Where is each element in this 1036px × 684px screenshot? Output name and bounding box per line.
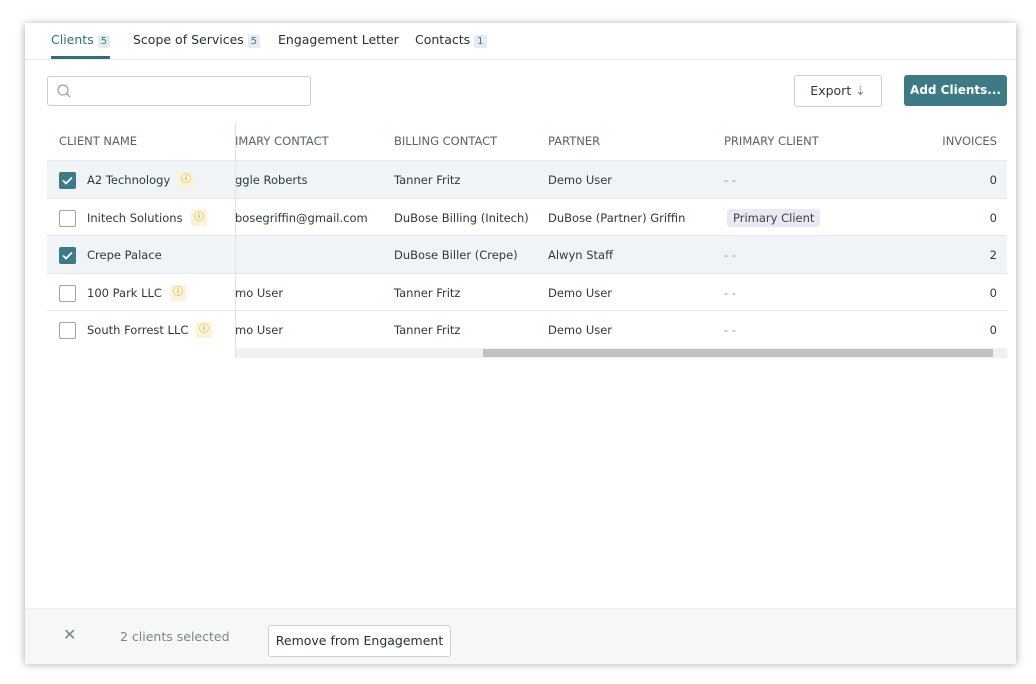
table-cell: - - [724, 248, 736, 262]
tab[interactable]: Contacts 1 [415, 23, 487, 59]
tab-label: Engagement Letter [278, 32, 399, 47]
table-cell: 0 [989, 210, 997, 225]
tab-label: Clients [51, 32, 94, 47]
client-name: South Forrest LLC [87, 323, 189, 337]
selected-count: 2 clients selected [120, 629, 230, 644]
checkbox[interactable] [59, 247, 76, 264]
column-header: CLIENT NAME [59, 134, 138, 148]
search-box[interactable] [47, 76, 311, 106]
table-cell: - - [724, 285, 736, 300]
warning-icon[interactable]: ⓘ [178, 172, 194, 188]
table-cell: mo User [235, 323, 284, 337]
table-row[interactable]: Crepe Palace DuBose Biller (Crepe) Alwyn S… [47, 235, 1007, 274]
client-name: 100 Park LLC [87, 285, 162, 300]
tab-count: 1 [474, 35, 487, 48]
column-header: PRIMARY CLIENT [724, 134, 819, 148]
tab-count: 5 [247, 35, 261, 48]
export-button[interactable]: Export ⇣ [794, 75, 882, 107]
tab[interactable]: Clients 5 [51, 23, 111, 59]
remove-button[interactable]: Remove from Engagement [268, 625, 451, 657]
table-cell: Demo User [548, 285, 613, 300]
check-mark [62, 176, 73, 185]
column-header: IMARY CONTACT [235, 134, 329, 148]
footer: ✕ 2 clients selected Remove from Engagem… [25, 608, 1016, 664]
table-cell: Tanner Fritz [394, 173, 461, 187]
primary-client-badge: Primary Client [727, 208, 821, 227]
add-clients-button[interactable]: Add Clients... [904, 75, 1007, 106]
close-icon[interactable]: ✕ [63, 625, 77, 644]
warning-icon[interactable]: ⓘ [196, 322, 212, 338]
table-cell: - - [724, 323, 736, 337]
tab[interactable]: Scope of Services 5 [133, 23, 261, 59]
warning-icon[interactable]: ⓘ [170, 284, 186, 301]
search-icon [57, 84, 71, 98]
table-cell: DuBose (Partner) Griffin [548, 210, 686, 225]
table-cell: DuBose Billing (Initech) [394, 210, 529, 225]
client-name: A2 Technology [87, 173, 171, 187]
table-cell: 2 [989, 248, 997, 262]
table-row[interactable]: 100 Park LLC mo User Tanner Fritz Demo User… [47, 272, 1007, 312]
table-row[interactable]: South Forrest LLC mo User Tanner Fritz Demo… [47, 310, 1007, 349]
client-name: Initech Solutions [87, 210, 183, 225]
table-cell: Tanner Fritz [394, 285, 461, 300]
scroll-thumb[interactable] [483, 349, 993, 357]
warning-icon[interactable]: ⓘ [191, 209, 207, 226]
column-header: INVOICES [942, 134, 997, 148]
table-row[interactable]: A2 Technology ggle Roberts Tanner Fritz Dem… [47, 160, 1007, 199]
export-label: Export [810, 83, 852, 98]
tab-count: 5 [97, 35, 111, 48]
tab-bar: Clients 5 Scope of Services 5 Engagement Let… [25, 23, 1016, 60]
checkbox[interactable] [59, 322, 76, 339]
checkbox[interactable] [59, 172, 76, 189]
tab[interactable]: Engagement Letter [278, 23, 399, 59]
checkbox[interactable] [59, 284, 76, 302]
checkbox[interactable] [59, 209, 76, 227]
table-row[interactable]: Initech Solutions bosegriffin@gmail.com Du… [47, 197, 1007, 237]
table-header: CLIENT NAME IMARY CONTACT BILLING CONTACT P… [47, 122, 1007, 160]
table-cell: Demo User [548, 323, 613, 337]
table-cell: 0 [989, 323, 997, 337]
table-cell: Demo User [548, 173, 613, 187]
table-cell: DuBose Biller (Crepe) [394, 248, 518, 262]
client-name: Crepe Palace [87, 248, 162, 262]
tab-label: Contacts [415, 32, 471, 47]
sticky-divider [235, 122, 236, 358]
table-cell: Tanner Fritz [394, 323, 461, 337]
table-cell: mo User [235, 285, 284, 300]
table-cell: 0 [989, 173, 997, 187]
cloud-icon: ⇣ [855, 83, 866, 98]
table-cell: ggle Roberts [235, 173, 308, 187]
table-cell: Alwyn Staff [548, 248, 613, 262]
scrollbar[interactable] [235, 348, 1007, 358]
table-cell: bosegriffin@gmail.com [235, 210, 368, 225]
check-mark [62, 251, 73, 260]
table-cell: - - [724, 173, 736, 187]
tab-label: Scope of Services [133, 32, 244, 47]
table: CLIENT NAME IMARY CONTACT BILLING CONTACT P… [47, 122, 1007, 358]
table-cell: 0 [989, 285, 997, 300]
card: Clients 5 Scope of Services 5 Engagement Let… [25, 23, 1016, 664]
column-header: BILLING CONTACT [394, 134, 498, 148]
column-header: PARTNER [548, 134, 601, 148]
